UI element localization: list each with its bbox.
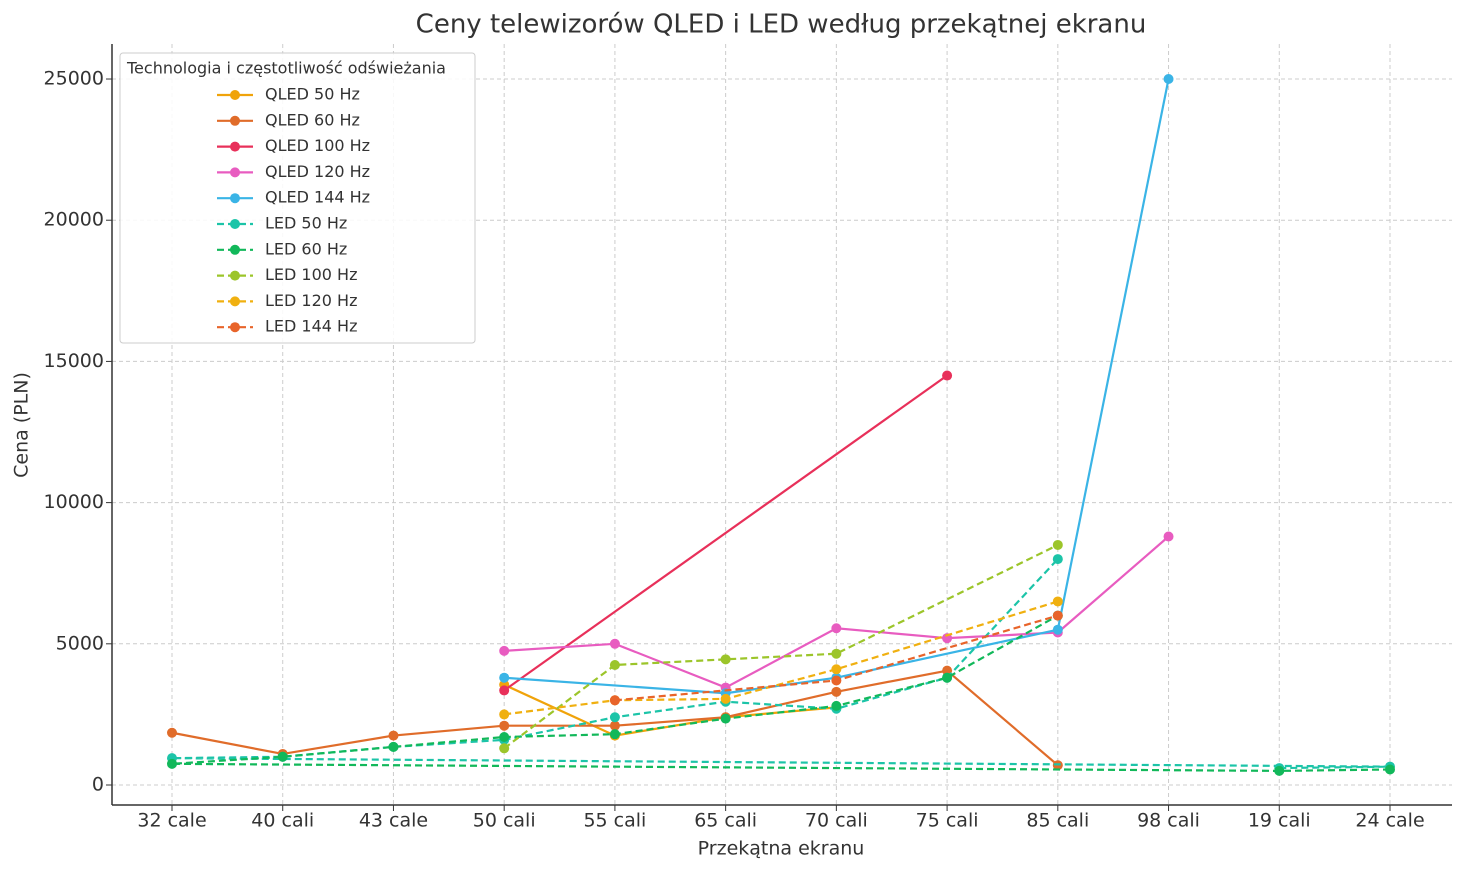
data-point <box>720 693 731 704</box>
data-point <box>942 370 953 381</box>
data-point <box>1163 74 1174 85</box>
data-point <box>167 727 177 738</box>
series-line <box>503 543 1059 750</box>
y-tick-label: 5000 <box>56 632 104 654</box>
legend-label: QLED 50 Hz <box>265 85 360 104</box>
data-point <box>1385 764 1395 775</box>
legend-label: LED 60 Hz <box>265 239 347 258</box>
data-point <box>499 645 510 656</box>
legend-marker <box>230 141 240 152</box>
legend-label: LED 144 Hz <box>265 317 357 336</box>
data-point <box>942 672 953 683</box>
data-point <box>831 648 842 659</box>
series-line <box>171 558 1391 770</box>
data-point <box>499 720 510 731</box>
legend-marker <box>230 90 240 100</box>
x-tick-label: 24 cale <box>1355 810 1424 832</box>
legend-marker <box>230 193 240 204</box>
legend-label: QLED 100 Hz <box>265 136 370 155</box>
legend-marker <box>230 270 240 281</box>
legend-marker <box>230 115 240 126</box>
y-tick-label: 25000 <box>44 68 104 90</box>
x-tick-label: 19 cali <box>1248 810 1311 832</box>
legend-box <box>119 52 476 344</box>
legend-marker <box>230 219 240 229</box>
legend-label: LED 120 Hz <box>265 291 357 310</box>
series-line <box>171 614 1391 772</box>
y-axis-label: Cena (PLN) <box>11 372 33 478</box>
x-tick-label: 70 cali <box>805 810 868 832</box>
x-axis-label: Przekątna ekranu <box>698 838 865 860</box>
data-point <box>1052 554 1063 565</box>
legend-marker <box>230 322 240 333</box>
data-point <box>499 709 510 720</box>
data-point <box>499 743 510 754</box>
chart-title: Ceny telewizorów QLED i LED według przek… <box>416 10 1147 40</box>
legend-title: Technologia i częstotliwość odświeżania <box>126 59 446 78</box>
data-point <box>609 695 620 706</box>
data-point <box>609 659 620 670</box>
data-point <box>499 685 510 696</box>
y-tick-label: 20000 <box>44 209 104 231</box>
legend-label: QLED 144 Hz <box>265 188 370 207</box>
data-point <box>1052 596 1063 607</box>
x-tick-label: 65 cali <box>694 810 757 832</box>
data-point <box>167 758 177 769</box>
legend-label: QLED 60 Hz <box>265 110 360 129</box>
data-point <box>388 741 399 752</box>
data-point <box>499 672 510 683</box>
data-point <box>720 713 731 724</box>
y-tick-label: 10000 <box>44 491 104 513</box>
legend-label: QLED 120 Hz <box>265 162 370 181</box>
data-point <box>1052 610 1063 621</box>
data-point <box>609 712 620 723</box>
x-tick-label: 75 cali <box>916 810 979 832</box>
legend-marker <box>230 296 240 307</box>
x-tick-label: 50 cali <box>473 810 536 832</box>
data-point <box>499 731 510 742</box>
data-point <box>1274 765 1285 776</box>
data-point <box>831 700 842 711</box>
legend: Technologia i częstotliwość odświeżania Q… <box>119 52 476 344</box>
data-point <box>388 730 399 741</box>
data-point <box>1052 624 1063 635</box>
legend-marker <box>230 244 240 255</box>
series-line <box>503 374 948 692</box>
x-tick-label: 32 cale <box>137 810 206 832</box>
x-tick-label: 40 cali <box>251 810 314 832</box>
x-tick-label: 85 cali <box>1026 810 1089 832</box>
y-tick-label: 15000 <box>44 350 104 372</box>
x-tick-label: 55 cali <box>583 810 646 832</box>
data-point <box>942 665 953 676</box>
data-point <box>1052 539 1063 550</box>
data-point <box>720 654 731 665</box>
legend-marker <box>230 167 240 178</box>
y-tick-label: 0 <box>92 774 104 796</box>
data-point <box>831 664 842 675</box>
data-point <box>831 623 842 634</box>
legend-label: LED 100 Hz <box>265 265 357 284</box>
data-point <box>277 751 288 762</box>
data-point <box>609 729 620 740</box>
data-point <box>609 720 620 731</box>
data-point <box>1163 531 1174 542</box>
data-point <box>831 675 842 686</box>
data-point <box>609 638 620 649</box>
data-point <box>831 686 842 697</box>
legend-label: LED 50 Hz <box>265 214 347 233</box>
x-tick-label: 43 cale <box>359 810 428 832</box>
x-tick-label: 98 cali <box>1137 810 1200 832</box>
